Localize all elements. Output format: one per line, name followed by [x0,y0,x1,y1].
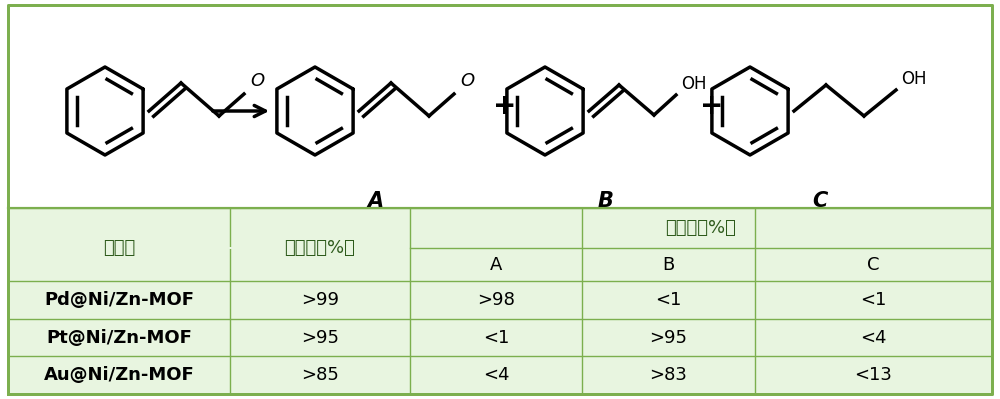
Text: A: A [490,255,502,273]
Bar [8,281,230,319]
Text: >83: >83 [650,366,687,384]
Text: +: + [700,92,724,120]
Text: Pt@Ni/Zn-MOF: Pt@Ni/Zn-MOF [46,328,192,346]
Bar [230,281,410,319]
Bar [410,281,582,319]
Text: <4: <4 [860,328,887,346]
Text: B: B [597,191,613,211]
Bar [230,356,410,394]
Text: <1: <1 [483,328,509,346]
Bar [410,208,582,248]
Bar [230,319,410,356]
Bar [8,319,230,356]
Text: B: B [662,255,675,273]
Bar [755,248,992,281]
Text: <13: <13 [855,366,892,384]
Text: +: + [493,92,517,120]
Bar [230,208,410,248]
Text: >99: >99 [301,291,339,309]
Text: O: O [460,72,474,90]
Bar [8,356,230,394]
Bar [9,247,409,249]
Bar [410,248,582,281]
Text: <4: <4 [483,366,509,384]
Text: >98: >98 [477,291,515,309]
Bar [582,248,755,281]
Text: 转化率（%）: 转化率（%） [285,239,355,257]
Text: C: C [812,191,828,211]
Bar [8,208,230,248]
Bar [582,356,755,394]
Bar [755,281,992,319]
Text: 却化剂: 却化剂 [103,239,135,257]
Bar [755,208,992,248]
Text: A: A [367,191,383,211]
Text: OH: OH [901,70,927,88]
Bar [755,356,992,394]
Bar [410,319,582,356]
Bar [582,281,755,319]
Text: 选择性（%）: 选择性（%） [666,219,736,237]
Text: <1: <1 [860,291,887,309]
Text: Au@Ni/Zn-MOF: Au@Ni/Zn-MOF [44,366,194,384]
Bar [582,319,755,356]
Text: >95: >95 [301,328,339,346]
Text: Pd@Ni/Zn-MOF: Pd@Ni/Zn-MOF [44,291,194,309]
Text: <1: <1 [655,291,682,309]
Text: OH: OH [681,75,706,93]
Bar [582,208,755,248]
Bar [755,319,992,356]
Text: O: O [250,72,264,90]
Bar [8,248,230,281]
Bar [230,248,410,281]
Text: >85: >85 [301,366,339,384]
Text: C: C [867,255,880,273]
Text: >95: >95 [650,328,688,346]
Bar [410,356,582,394]
